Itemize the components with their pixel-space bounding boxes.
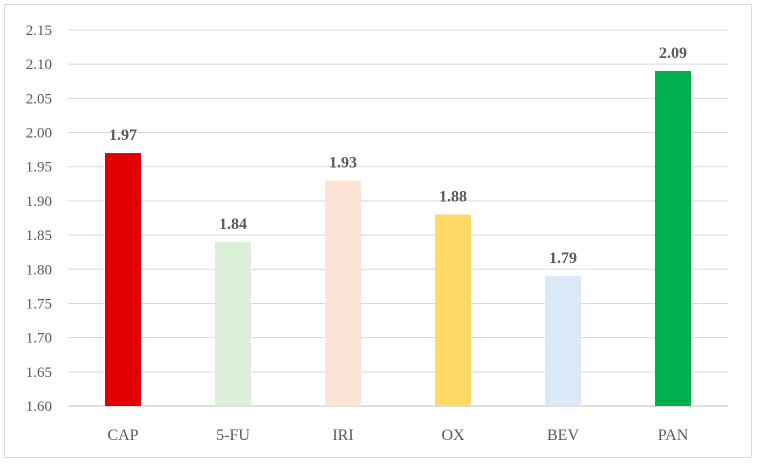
data-label: 1.97 (109, 127, 137, 144)
x-tick-label: BEV (547, 427, 579, 444)
y-tick-label: 1.60 (26, 399, 52, 415)
x-tick-label: CAP (107, 427, 138, 444)
y-tick-label: 1.85 (26, 228, 52, 244)
x-tick-label: 5-FU (216, 427, 250, 444)
y-tick-label: 2.15 (26, 23, 52, 39)
y-tick-label: 2.00 (26, 126, 52, 142)
data-label: 1.79 (549, 250, 577, 267)
data-label: 1.93 (329, 154, 357, 171)
y-tick-label: 1.75 (26, 296, 52, 312)
y-tick-label: 1.90 (26, 194, 52, 210)
x-tick-label: IRI (332, 427, 353, 444)
bar-iri (325, 180, 361, 406)
y-tick-label: 1.80 (26, 262, 52, 278)
data-label: 1.88 (439, 189, 467, 206)
bar-pan (655, 71, 691, 406)
bar-5-fu (215, 241, 251, 406)
y-tick-label: 2.10 (26, 57, 52, 73)
bar-cap (105, 153, 141, 406)
y-tick-label: 2.05 (26, 91, 52, 107)
y-tick-label: 1.95 (26, 160, 52, 176)
x-tick-label: OX (441, 427, 465, 444)
data-label: 2.09 (659, 45, 687, 62)
data-label: 1.84 (219, 216, 247, 233)
y-tick-label: 1.65 (26, 365, 52, 381)
y-tick-label: 1.70 (26, 331, 52, 347)
x-tick-label: PAN (658, 427, 689, 444)
bar-ox (435, 214, 471, 406)
bar-bev (545, 276, 581, 406)
